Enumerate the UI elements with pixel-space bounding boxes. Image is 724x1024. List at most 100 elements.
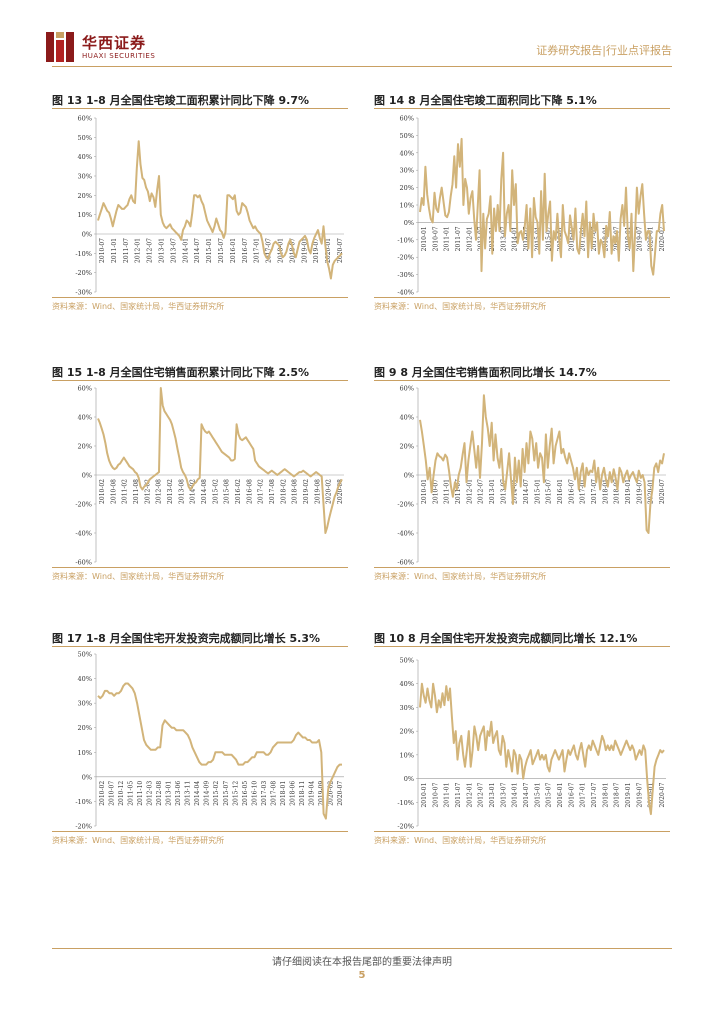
x-tick-label: 2020-01 [648,783,655,808]
y-tick-label: 20% [400,728,414,736]
y-tick-label: 50% [400,657,414,665]
x-tick-label: 2018-06 [289,781,296,806]
x-tick-label: 2014-09 [204,781,211,806]
x-tick-label: 2017-02 [258,479,265,504]
x-tick-label: 2017-01 [580,479,587,504]
x-tick-label: 2019-07 [636,479,643,504]
y-tick-label: 20% [78,443,92,451]
x-tick-label: 2015-01 [206,238,213,263]
y-tick-label: 30% [400,704,414,712]
y-tick-label: 0% [404,775,414,783]
huaxi-logo-icon [46,32,74,62]
figure-13-title: 图 13 1-8 月全国住宅竣工面积累计同比下降 9.7% [52,94,310,107]
x-tick-label: 2016-07 [568,226,575,251]
x-tick-label: 2017-08 [269,479,276,504]
y-tick-label: 0% [404,219,414,227]
brand-name-en: HUAXI SECURITIES [82,52,156,60]
x-tick-label: 2019-07 [636,782,643,807]
x-tick-label: 2012-01 [466,783,473,808]
y-tick-label: 40% [78,414,92,422]
y-tick-label: 40% [400,149,414,157]
x-tick-label: 2011-01 [444,479,451,504]
figure-9-chart: -60% -40% -20% 0% 20% 40% 60% 2010-01 2010-07 201… [397,385,666,567]
x-tick-label: 2020-02 [327,781,334,806]
x-tick-label: 2011-07 [455,782,462,807]
x-tick-label: 2017-01 [254,238,261,263]
x-tick-label: 2010-02 [99,479,106,504]
x-tick-label: 2016-07 [568,479,575,504]
x-tick-label: 2018-01 [602,783,609,808]
y-tick-label: -40% [397,289,414,297]
y-tick-label: 30% [78,700,92,708]
figure-14-title: 图 14 8 月全国住宅竣工面积同比下降 5.1% [374,94,597,107]
x-tick-label: 2013-08 [178,479,185,504]
x-tick-label: 2010-08 [110,479,117,504]
y-tick-label: -20% [75,501,92,509]
figure-15-title: 图 15 1-8 月全国住宅销售面积累计同比下降 2.5% [52,366,310,379]
figure-15-source-rule [52,567,348,568]
x-tick-label: 2011-10 [137,781,144,806]
series-line [97,140,343,280]
x-tick-label: 2013-06 [175,781,182,806]
x-tick-label: 2018-08 [292,479,299,504]
x-tick-label: 2010-07 [109,781,116,806]
figure-13-source: 资料来源：Wind、国家统计局，华西证券研究所 [52,302,225,311]
x-tick-label: 2012-07 [478,479,485,504]
x-tick-label: 2015-08 [224,479,231,504]
figure-14-source: 资料来源：Wind、国家统计局，华西证券研究所 [374,302,547,311]
y-tick-label: 0% [82,472,92,480]
x-tick-label: 2013-07 [500,782,507,807]
x-tick-label: 2017-01 [580,783,587,808]
figure-14-chart: -40% -30% -20% -10% 0% 10% 20% 30% 40% 50% 60% 2010… [397,115,666,297]
series-line [97,387,343,534]
series-line [419,682,665,816]
y-tick-label: 60% [78,385,92,393]
x-tick-label: 2012-01 [466,226,473,251]
y-tick-label: 0% [82,231,92,239]
y-tick-label: 10% [400,751,414,759]
series-line [419,394,665,534]
x-tick-label: 2011-01 [444,226,451,251]
x-tick-label: 2018-01 [602,479,609,504]
x-tick-label: 2020-08 [337,479,344,504]
x-tick-label: 2016-02 [235,479,242,504]
x-tick-label: 2018-07 [614,479,621,504]
y-tick-label: 20% [78,724,92,732]
x-tick-label: 2019-01 [625,783,632,808]
x-tick-label: 2010-02 [99,781,106,806]
y-tick-label: -20% [397,501,414,509]
header-divider [52,66,672,67]
figure-15-title-rule [52,380,348,381]
y-tick-label: 20% [400,184,414,192]
figure-13-source-rule [52,297,348,298]
x-tick-label: 2016-08 [246,479,253,504]
y-tick-label: 0% [82,773,92,781]
x-tick-label: 2014-08 [201,479,208,504]
x-tick-label: 2012-07 [478,782,485,807]
y-tick-label: 30% [78,173,92,181]
x-tick-label: 2017-08 [270,781,277,806]
footer-divider [52,948,672,949]
x-tick-label: 2016-01 [230,238,237,263]
x-tick-label: 2015-07 [546,479,553,504]
x-tick-label: 2011-01 [444,783,451,808]
x-tick-label: 2019-07 [636,226,643,251]
x-tick-label: 2012-01 [135,238,142,263]
x-tick-label: 2020-01 [325,238,332,263]
x-tick-label: 2011-01 [111,238,118,263]
y-tick-label: -10% [397,799,414,807]
report-type-label: 证券研究报告|行业点评报告 [536,44,672,57]
x-tick-label: 2020-07 [659,479,666,504]
x-tick-label: 2020-07 [337,238,344,263]
x-tick-label: 2017-07 [266,238,273,263]
y-tick-label: 20% [78,192,92,200]
y-tick-label: 20% [400,443,414,451]
x-tick-label: 2014-01 [512,479,519,504]
x-tick-label: 2013-11 [185,781,192,806]
series-line [97,682,342,820]
x-tick-label: 2017-07 [591,479,598,504]
x-tick-label: 2020-07 [659,226,666,251]
x-tick-label: 2020-02 [326,479,333,504]
x-tick-label: 2019-01 [301,238,308,263]
x-tick-label: 2018-11 [299,781,306,806]
